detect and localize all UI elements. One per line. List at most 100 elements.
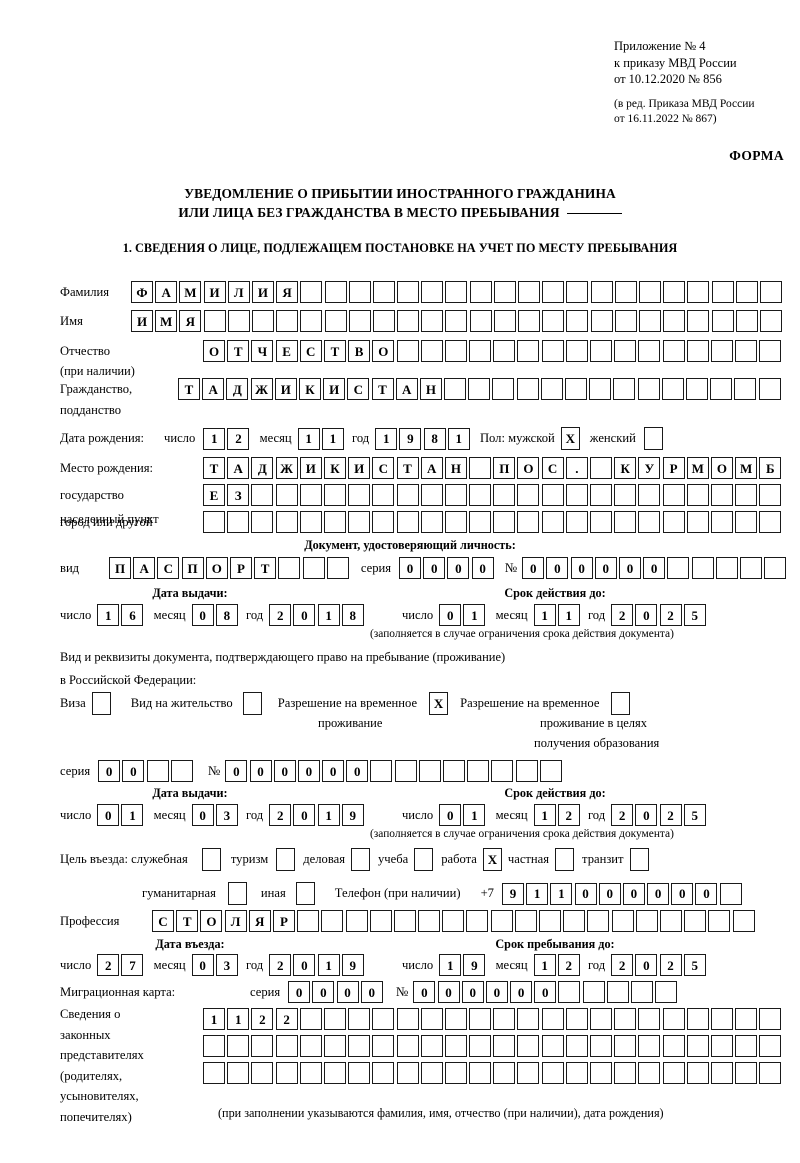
char-cell[interactable] [566, 310, 589, 332]
char-cell[interactable]: 0 [594, 557, 617, 579]
char-cell[interactable] [590, 457, 612, 479]
char-cell[interactable]: 0 [695, 882, 718, 905]
char-cell[interactable]: 1 [550, 882, 573, 905]
char-cell[interactable]: 1 [97, 604, 120, 626]
checkbox-residence-permit[interactable] [242, 692, 262, 715]
char-cell[interactable]: И [348, 457, 371, 479]
char-cell[interactable]: 0 [622, 882, 645, 905]
char-cell[interactable]: К [323, 457, 346, 479]
char-cell[interactable] [518, 281, 540, 303]
char-cell[interactable] [227, 1062, 250, 1084]
char-cell[interactable] [326, 557, 349, 579]
char-cell[interactable] [663, 281, 686, 303]
char-cell[interactable]: С [372, 457, 395, 479]
char-cell[interactable] [372, 281, 395, 303]
char-cell[interactable]: 0 [273, 760, 296, 782]
char-cell[interactable]: 1 [463, 604, 486, 626]
char-cell[interactable]: И [131, 310, 153, 332]
char-cell[interactable]: 0 [635, 954, 658, 976]
char-cell[interactable]: 9 [341, 804, 364, 826]
char-cell[interactable] [421, 281, 444, 303]
char-cell[interactable] [396, 1035, 419, 1057]
char-cell[interactable]: 1 [203, 1008, 225, 1030]
char-cell[interactable] [251, 1035, 274, 1057]
checkbox-temp-edu[interactable] [611, 692, 631, 715]
char-cell[interactable] [638, 310, 661, 332]
char-cell[interactable] [323, 511, 346, 533]
char-cell[interactable]: 0 [336, 981, 359, 1003]
checkbox-purpose-business[interactable] [351, 848, 370, 871]
char-cell[interactable] [227, 511, 250, 533]
char-cell[interactable]: Я [179, 310, 202, 332]
char-cell[interactable] [735, 484, 758, 506]
char-cell[interactable] [418, 910, 441, 932]
char-cell[interactable]: 0 [297, 760, 320, 782]
char-cell[interactable]: 2 [659, 804, 682, 826]
char-cell[interactable] [541, 1008, 564, 1030]
char-cell[interactable]: 1 [533, 954, 556, 976]
char-cell[interactable] [565, 484, 588, 506]
char-cell[interactable] [686, 1062, 709, 1084]
char-cell[interactable]: П [109, 557, 131, 579]
char-cell[interactable] [735, 1008, 758, 1030]
char-cell[interactable]: 0 [447, 557, 470, 579]
checkbox-purpose-transit[interactable] [629, 848, 649, 871]
char-cell[interactable]: 2 [269, 604, 292, 626]
char-cell[interactable] [278, 557, 301, 579]
char-cell[interactable] [420, 511, 443, 533]
char-cell[interactable]: Я [276, 281, 299, 303]
char-cell[interactable] [686, 1035, 709, 1057]
char-cell[interactable] [396, 511, 419, 533]
char-cell[interactable]: Р [272, 910, 295, 932]
char-cell[interactable] [541, 511, 564, 533]
char-cell[interactable]: 0 [671, 882, 694, 905]
char-cell[interactable]: Н [419, 378, 442, 400]
checkbox-purpose-work[interactable]: X [482, 848, 502, 871]
char-cell[interactable] [710, 484, 733, 506]
char-cell[interactable] [662, 1062, 685, 1084]
birth-place-row-3-cells[interactable] [203, 511, 784, 533]
char-cell[interactable] [518, 310, 540, 332]
char-cell[interactable]: 9 [463, 954, 486, 976]
char-cell[interactable] [444, 1062, 467, 1084]
char-cell[interactable] [590, 310, 613, 332]
char-cell[interactable]: Е [203, 484, 225, 506]
char-cell[interactable] [444, 484, 467, 506]
char-cell[interactable] [662, 511, 685, 533]
char-cell[interactable] [369, 910, 392, 932]
char-cell[interactable]: 0 [97, 804, 120, 826]
char-cell[interactable]: М [179, 281, 202, 303]
char-cell[interactable] [590, 340, 612, 362]
char-cell[interactable]: 0 [293, 804, 316, 826]
char-cell[interactable] [493, 1035, 516, 1057]
char-cell[interactable] [541, 340, 564, 362]
char-cell[interactable] [275, 484, 298, 506]
char-cell[interactable]: О [710, 457, 733, 479]
char-cell[interactable] [468, 378, 491, 400]
char-cell[interactable] [541, 1062, 564, 1084]
char-cell[interactable]: Т [203, 457, 225, 479]
checkbox-visa[interactable] [91, 692, 111, 715]
char-cell[interactable] [444, 340, 467, 362]
char-cell[interactable] [227, 1035, 250, 1057]
char-cell[interactable]: 0 [98, 760, 121, 782]
char-cell[interactable] [203, 511, 225, 533]
char-cell[interactable]: 0 [522, 557, 545, 579]
char-cell[interactable] [299, 511, 322, 533]
char-cell[interactable] [467, 760, 490, 782]
char-cell[interactable] [719, 882, 742, 905]
char-cell[interactable]: Т [227, 340, 250, 362]
char-cell[interactable] [517, 511, 540, 533]
char-cell[interactable] [732, 910, 755, 932]
char-cell[interactable] [442, 910, 465, 932]
char-cell[interactable] [686, 484, 709, 506]
char-cell[interactable] [348, 484, 371, 506]
char-cell[interactable] [300, 310, 323, 332]
char-cell[interactable]: 0 [574, 882, 597, 905]
